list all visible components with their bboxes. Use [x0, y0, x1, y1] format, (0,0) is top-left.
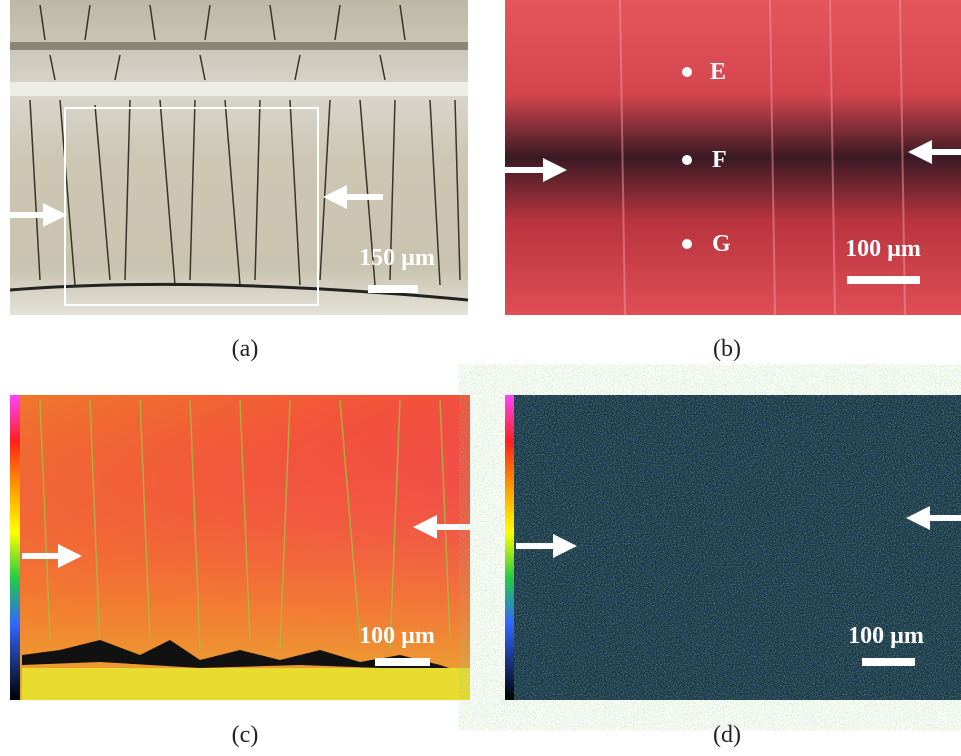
crack — [22, 640, 470, 680]
band — [10, 42, 468, 50]
scale-bar-label: 150 µm — [359, 245, 435, 271]
panel-label: (c) — [232, 722, 259, 748]
color-scale — [10, 395, 20, 700]
panel-label: (b) — [713, 336, 741, 362]
noise — [505, 395, 961, 700]
scale-bar — [862, 658, 915, 666]
base — [22, 668, 470, 700]
panel-c: 100 µm (c) — [10, 395, 470, 748]
scale-bar — [847, 276, 920, 284]
point — [682, 239, 692, 249]
point — [682, 67, 692, 77]
panel-a: 150 µm (a) — [9, 0, 469, 362]
panel-d: 100 µm (d) — [505, 395, 961, 748]
point-label: G — [712, 231, 731, 257]
scale-bar — [375, 658, 430, 666]
panel-b: E F G 100 µm (b) — [505, 0, 961, 362]
panel-label: (d) — [713, 722, 741, 748]
band — [10, 82, 468, 96]
micrograph — [10, 0, 468, 315]
scale-bar-label: 100 µm — [845, 236, 921, 262]
micrograph — [505, 0, 961, 315]
point — [682, 155, 692, 165]
scale-bar — [368, 285, 418, 293]
streaks — [619, 0, 906, 316]
scale-bar-label: 100 µm — [359, 623, 435, 649]
point-label: E — [710, 59, 726, 85]
grain-lines — [39, 399, 451, 651]
scale-bar-label: 100 µm — [848, 623, 924, 649]
point-label: F — [712, 147, 727, 173]
panel-label: (a) — [232, 336, 259, 362]
color-scale — [505, 395, 514, 700]
